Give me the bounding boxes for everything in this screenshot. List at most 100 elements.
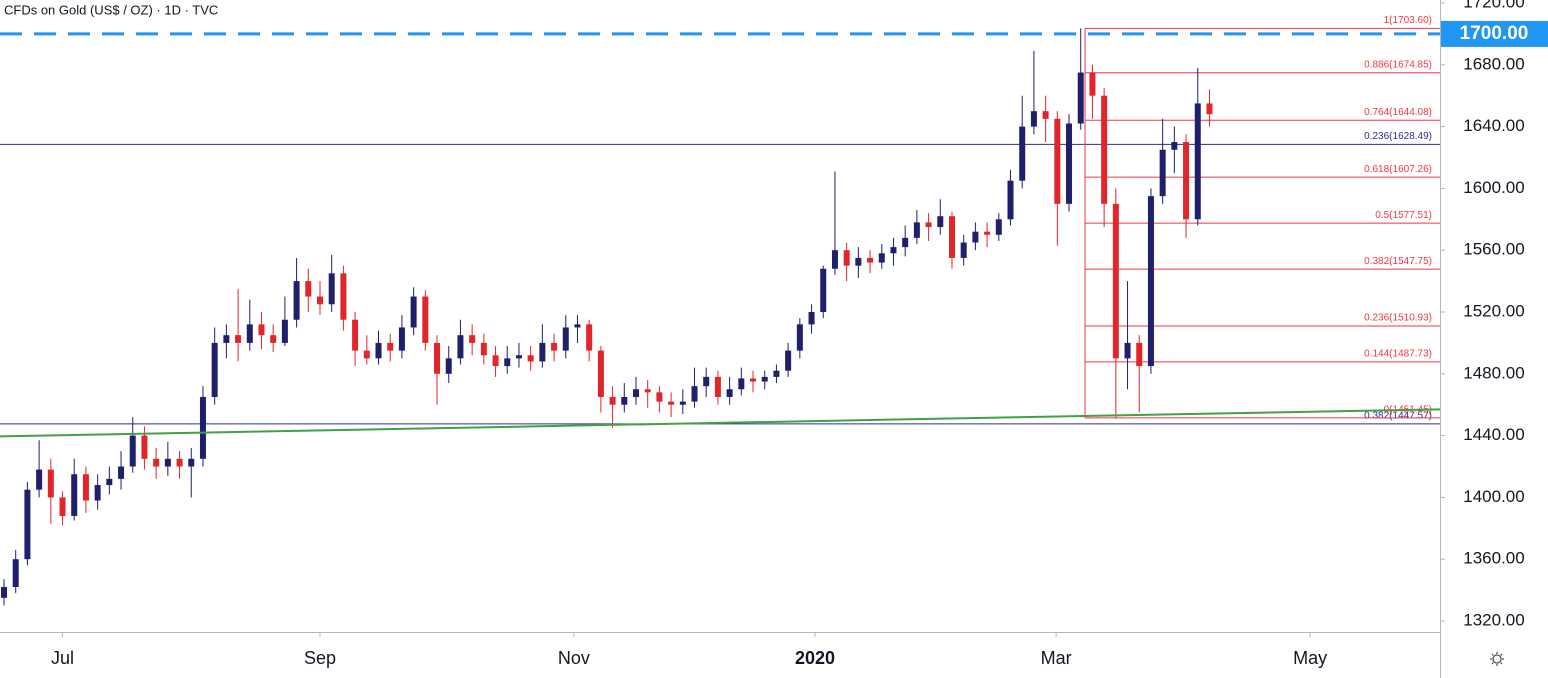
candle-body <box>141 435 148 459</box>
candle-body <box>1101 95 1108 204</box>
candle-body <box>199 396 206 459</box>
candle-body <box>504 358 511 367</box>
candle-body <box>773 370 780 377</box>
candle-body <box>691 386 698 402</box>
candle-body <box>12 559 19 588</box>
candle-body <box>668 401 675 405</box>
candle-body <box>644 389 651 393</box>
candle-body <box>714 376 721 397</box>
candle-body <box>1159 149 1166 197</box>
candle-body <box>761 376 768 382</box>
fib-label: 0.382(1547.75) <box>1364 256 1432 267</box>
candle-body <box>1042 111 1049 119</box>
candle-body <box>1030 111 1037 127</box>
candle-body <box>902 237 909 248</box>
candle-body <box>410 296 417 328</box>
y-tick-label: 1680.00 <box>1463 54 1524 73</box>
chart-title: CFDs on Gold (US$ / OZ) · 1D · TVC <box>4 2 218 17</box>
candle-body <box>445 358 452 374</box>
candle-body <box>375 342 382 359</box>
candle-body <box>270 335 277 343</box>
settings-icon[interactable] <box>1490 652 1504 666</box>
y-tick-label: 1520.00 <box>1463 301 1524 320</box>
candle-body <box>948 216 955 258</box>
candle-body <box>726 389 733 397</box>
candle-body <box>597 350 604 397</box>
candle-body <box>1136 342 1143 367</box>
fib-label: 0.382(1447.57) <box>1364 411 1432 422</box>
candle-body <box>1147 196 1154 367</box>
candle-body <box>1 587 7 598</box>
candle-body <box>515 355 522 359</box>
fib-label: 0.764(1644.08) <box>1364 107 1432 118</box>
candle-body <box>71 474 78 516</box>
candle-body <box>480 342 487 356</box>
candle-body <box>352 319 359 351</box>
fib-label: 0.236(1628.49) <box>1364 131 1432 142</box>
candle-body <box>527 355 534 362</box>
candle-body <box>1019 126 1026 181</box>
candle-body <box>539 342 546 362</box>
candle-body <box>469 335 476 343</box>
candle-body <box>808 312 815 325</box>
candle-body <box>995 219 1002 235</box>
candle-body <box>363 350 370 359</box>
candle-body <box>703 376 710 387</box>
candle-body <box>223 335 230 343</box>
candle-body <box>47 469 54 498</box>
candle-body <box>316 296 323 305</box>
candle-body <box>305 281 312 297</box>
settings-icon-rays <box>1490 652 1504 666</box>
y-tick-label: 1360.00 <box>1463 549 1524 568</box>
x-tick-label: 2020 <box>795 648 835 668</box>
fib-label: 0.5(1577.51) <box>1375 210 1432 221</box>
x-tick-label: Mar <box>1041 648 1072 668</box>
candle-body <box>551 342 558 351</box>
candle-body <box>621 396 628 405</box>
candle-body <box>153 458 160 467</box>
candle-body <box>328 273 335 305</box>
candle-body <box>281 319 288 343</box>
fib-label: 0.618(1607.26) <box>1364 164 1432 175</box>
candle-body <box>36 469 43 490</box>
candle-body <box>398 327 405 351</box>
candle-body <box>925 222 932 228</box>
candle-body <box>750 378 757 382</box>
trendline <box>0 408 1441 438</box>
candle-body <box>340 273 347 320</box>
candle-body <box>129 435 136 467</box>
candle-body <box>293 281 300 320</box>
candle-body <box>211 342 218 397</box>
fib-label: 0.236(1510.93) <box>1364 313 1432 324</box>
candle-body <box>878 253 885 263</box>
candle-body <box>890 247 897 254</box>
y-tick-label: 1600.00 <box>1463 178 1524 197</box>
candle-body <box>609 396 616 405</box>
candle-body <box>738 378 745 390</box>
candle-body <box>492 355 499 367</box>
candle-body <box>1077 72 1084 124</box>
candle-body <box>843 250 850 266</box>
candle-body <box>188 458 195 467</box>
price-label: 1700.00 <box>1460 23 1529 44</box>
candle-body <box>387 342 394 351</box>
candle-body <box>867 257 874 263</box>
candle-body <box>1089 72 1096 96</box>
candle-body <box>422 296 429 343</box>
candle-body <box>562 327 569 351</box>
fib-label: 0.886(1674.85) <box>1364 59 1432 70</box>
candle-body <box>235 335 242 343</box>
y-tick-label: 1560.00 <box>1463 240 1524 259</box>
candle-body <box>82 474 89 501</box>
candle-body <box>1171 142 1178 150</box>
candle-body <box>258 324 265 336</box>
fib-label: 1(1703.60) <box>1384 15 1432 26</box>
candle-body <box>796 324 803 351</box>
candle-body <box>1194 103 1201 220</box>
candle-body <box>1206 103 1213 115</box>
candle-body <box>831 250 838 269</box>
candle-body <box>656 392 663 402</box>
candle-body <box>1112 203 1119 359</box>
candle-body <box>972 231 979 243</box>
